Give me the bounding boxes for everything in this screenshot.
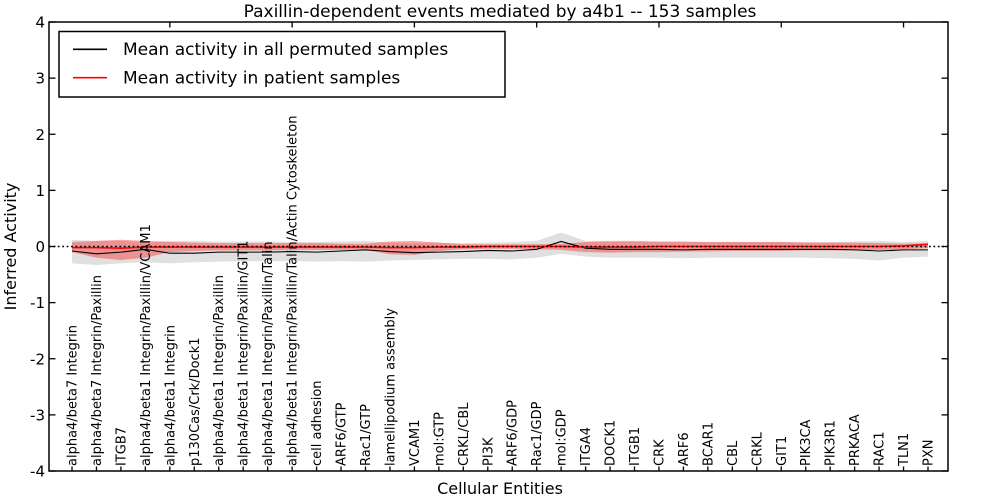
x-tick-label: CRKL bbox=[750, 431, 765, 466]
x-tick-label: RAC1 bbox=[873, 431, 888, 466]
x-tick-label: Rac1/GTP bbox=[359, 404, 374, 466]
y-tick-label: 2 bbox=[35, 126, 45, 144]
x-tick-label: alpha4/beta1 Integrin/Paxillin/VCAM1 bbox=[139, 224, 154, 466]
x-tick-label: PI3K bbox=[481, 437, 496, 466]
y-tick-label: 0 bbox=[35, 238, 45, 256]
permuted-mean-line bbox=[71, 240, 928, 255]
y-tick-label: -3 bbox=[30, 406, 45, 424]
x-tick-label: alpha4/beta1 Integrin bbox=[163, 325, 178, 466]
x-tick-label: ARF6/GDP bbox=[506, 400, 521, 466]
y-tick-label: 3 bbox=[35, 70, 45, 88]
x-tick-label: DOCK1 bbox=[604, 420, 619, 466]
x-tick-label: alpha4/beta7 Integrin/Paxillin bbox=[90, 275, 105, 466]
x-tick-label: PIK3CA bbox=[799, 419, 814, 466]
x-tick-label: alpha4/beta1 Integrin/Paxillin bbox=[212, 275, 227, 466]
chart-title: Paxillin-dependent events mediated by a4… bbox=[244, 2, 757, 22]
x-tick-label: mol:GTP bbox=[432, 412, 447, 466]
x-axis-title: Cellular Entities bbox=[437, 479, 563, 498]
x-tick-label: ITGB1 bbox=[628, 427, 643, 466]
x-tick-label: lamellipodium assembly bbox=[383, 308, 398, 466]
x-tick-label: VCAM1 bbox=[408, 420, 423, 466]
y-tick-label: -4 bbox=[30, 463, 45, 481]
y-tick-label: -1 bbox=[30, 294, 45, 312]
y-tick-label: 1 bbox=[35, 182, 45, 200]
plot-area: -4 -3 -2 -1 0 1 2 3 4 alpha4/beta7 Integrin alpha4… bbox=[30, 14, 949, 481]
x-tick-label: alpha4/beta1 Integrin/Paxillin/Talin/Act… bbox=[286, 116, 301, 466]
legend-label-patient-samples: Mean activity in patient samples bbox=[123, 69, 400, 89]
legend-label-permuted-samples: Mean activity in all permuted samples bbox=[123, 40, 448, 60]
x-tick-label: ARF6/GTP bbox=[335, 402, 350, 466]
y-tick-label: -2 bbox=[30, 350, 45, 368]
legend-box bbox=[58, 30, 506, 98]
x-tick-label: alpha4/beta1 Integrin/Paxillin/GIT1 bbox=[237, 240, 252, 466]
x-tick-label: p130Cas/Crk/Dock1 bbox=[188, 337, 203, 466]
x-tick-label: PRKACA bbox=[848, 414, 863, 466]
patient-range-band bbox=[72, 239, 928, 260]
x-tick-label: alpha4/beta1 Integrin/Paxillin/Talin bbox=[261, 241, 276, 466]
x-tick-label: TLN1 bbox=[897, 433, 912, 467]
x-tick-label: BCAR1 bbox=[701, 422, 716, 466]
legend: Mean activity in all permuted samples Me… bbox=[58, 30, 506, 98]
x-tick-label: ITGA4 bbox=[579, 427, 594, 466]
permuted-range-band bbox=[72, 232, 928, 266]
x-tick-label: PXN bbox=[922, 440, 937, 466]
x-tick-label: mol:GDP bbox=[555, 409, 570, 466]
x-tick-label: CRKL/CBL bbox=[457, 402, 472, 466]
x-tick-label: CRK bbox=[652, 439, 667, 466]
x-tick-label: cell adhesion bbox=[310, 380, 325, 466]
y-tick-label: 4 bbox=[35, 14, 45, 32]
x-tick-label: ITGB7 bbox=[114, 427, 129, 466]
x-tick-label: CBL bbox=[726, 440, 741, 466]
x-tick-label: ARF6 bbox=[677, 432, 692, 466]
x-tick-label: alpha4/beta7 Integrin bbox=[66, 325, 81, 466]
x-tick-label: GIT1 bbox=[775, 436, 790, 466]
x-tick-label: Rac1/GDP bbox=[530, 401, 545, 466]
y-axis-title: Inferred Activity bbox=[1, 183, 20, 311]
x-tick-label: PIK3R1 bbox=[824, 420, 839, 466]
